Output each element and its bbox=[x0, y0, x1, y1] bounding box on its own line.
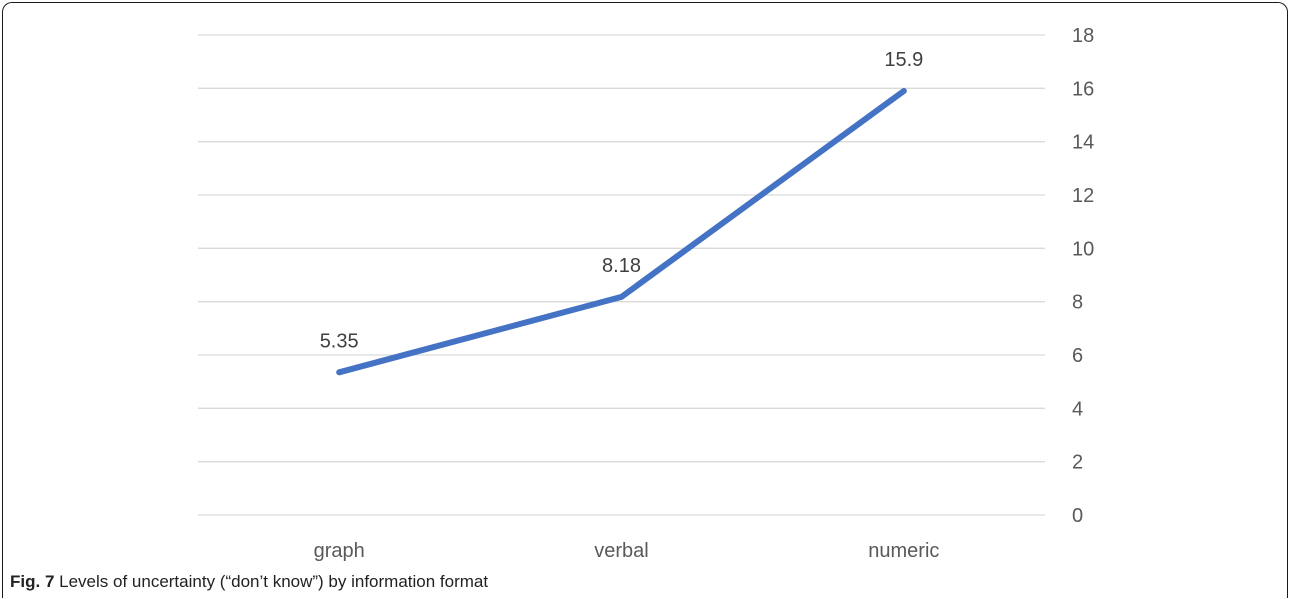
y-tick-label: 4 bbox=[1072, 398, 1083, 420]
y-tick-label: 14 bbox=[1072, 132, 1094, 154]
x-tick-label: verbal bbox=[594, 540, 648, 562]
x-tick-label: numeric bbox=[868, 540, 939, 562]
data-labels: 5.35 8.18 15.9 bbox=[320, 49, 924, 352]
y-tick-label: 10 bbox=[1072, 238, 1094, 260]
figure-number: Fig. 7 bbox=[10, 572, 55, 591]
series-lines bbox=[336, 88, 907, 376]
figure-caption: Fig. 7 Levels of uncertainty (“don’t kno… bbox=[10, 572, 488, 592]
y-tick-label: 2 bbox=[1072, 452, 1083, 474]
data-label: 8.18 bbox=[602, 255, 641, 277]
line-chart: 0 2 4 6 8 10 12 14 16 18 graph verbal numeric 5.35 8… bbox=[198, 25, 1094, 562]
caption-text: Levels of uncertainty (“don’t know”) by … bbox=[59, 572, 489, 591]
data-label: 5.35 bbox=[320, 330, 359, 352]
series-line bbox=[336, 88, 907, 376]
x-tick-label: graph bbox=[314, 540, 365, 562]
x-axis-categories: graph verbal numeric bbox=[314, 540, 940, 562]
y-tick-label: 6 bbox=[1072, 345, 1083, 367]
y-tick-label: 0 bbox=[1072, 505, 1083, 527]
data-label: 15.9 bbox=[884, 49, 923, 71]
y-tick-label: 16 bbox=[1072, 78, 1094, 100]
y-axis-ticks: 0 2 4 6 8 10 12 14 16 18 bbox=[1072, 25, 1094, 527]
y-tick-label: 12 bbox=[1072, 185, 1094, 207]
y-tick-label: 18 bbox=[1072, 25, 1094, 47]
y-tick-label: 8 bbox=[1072, 292, 1083, 314]
